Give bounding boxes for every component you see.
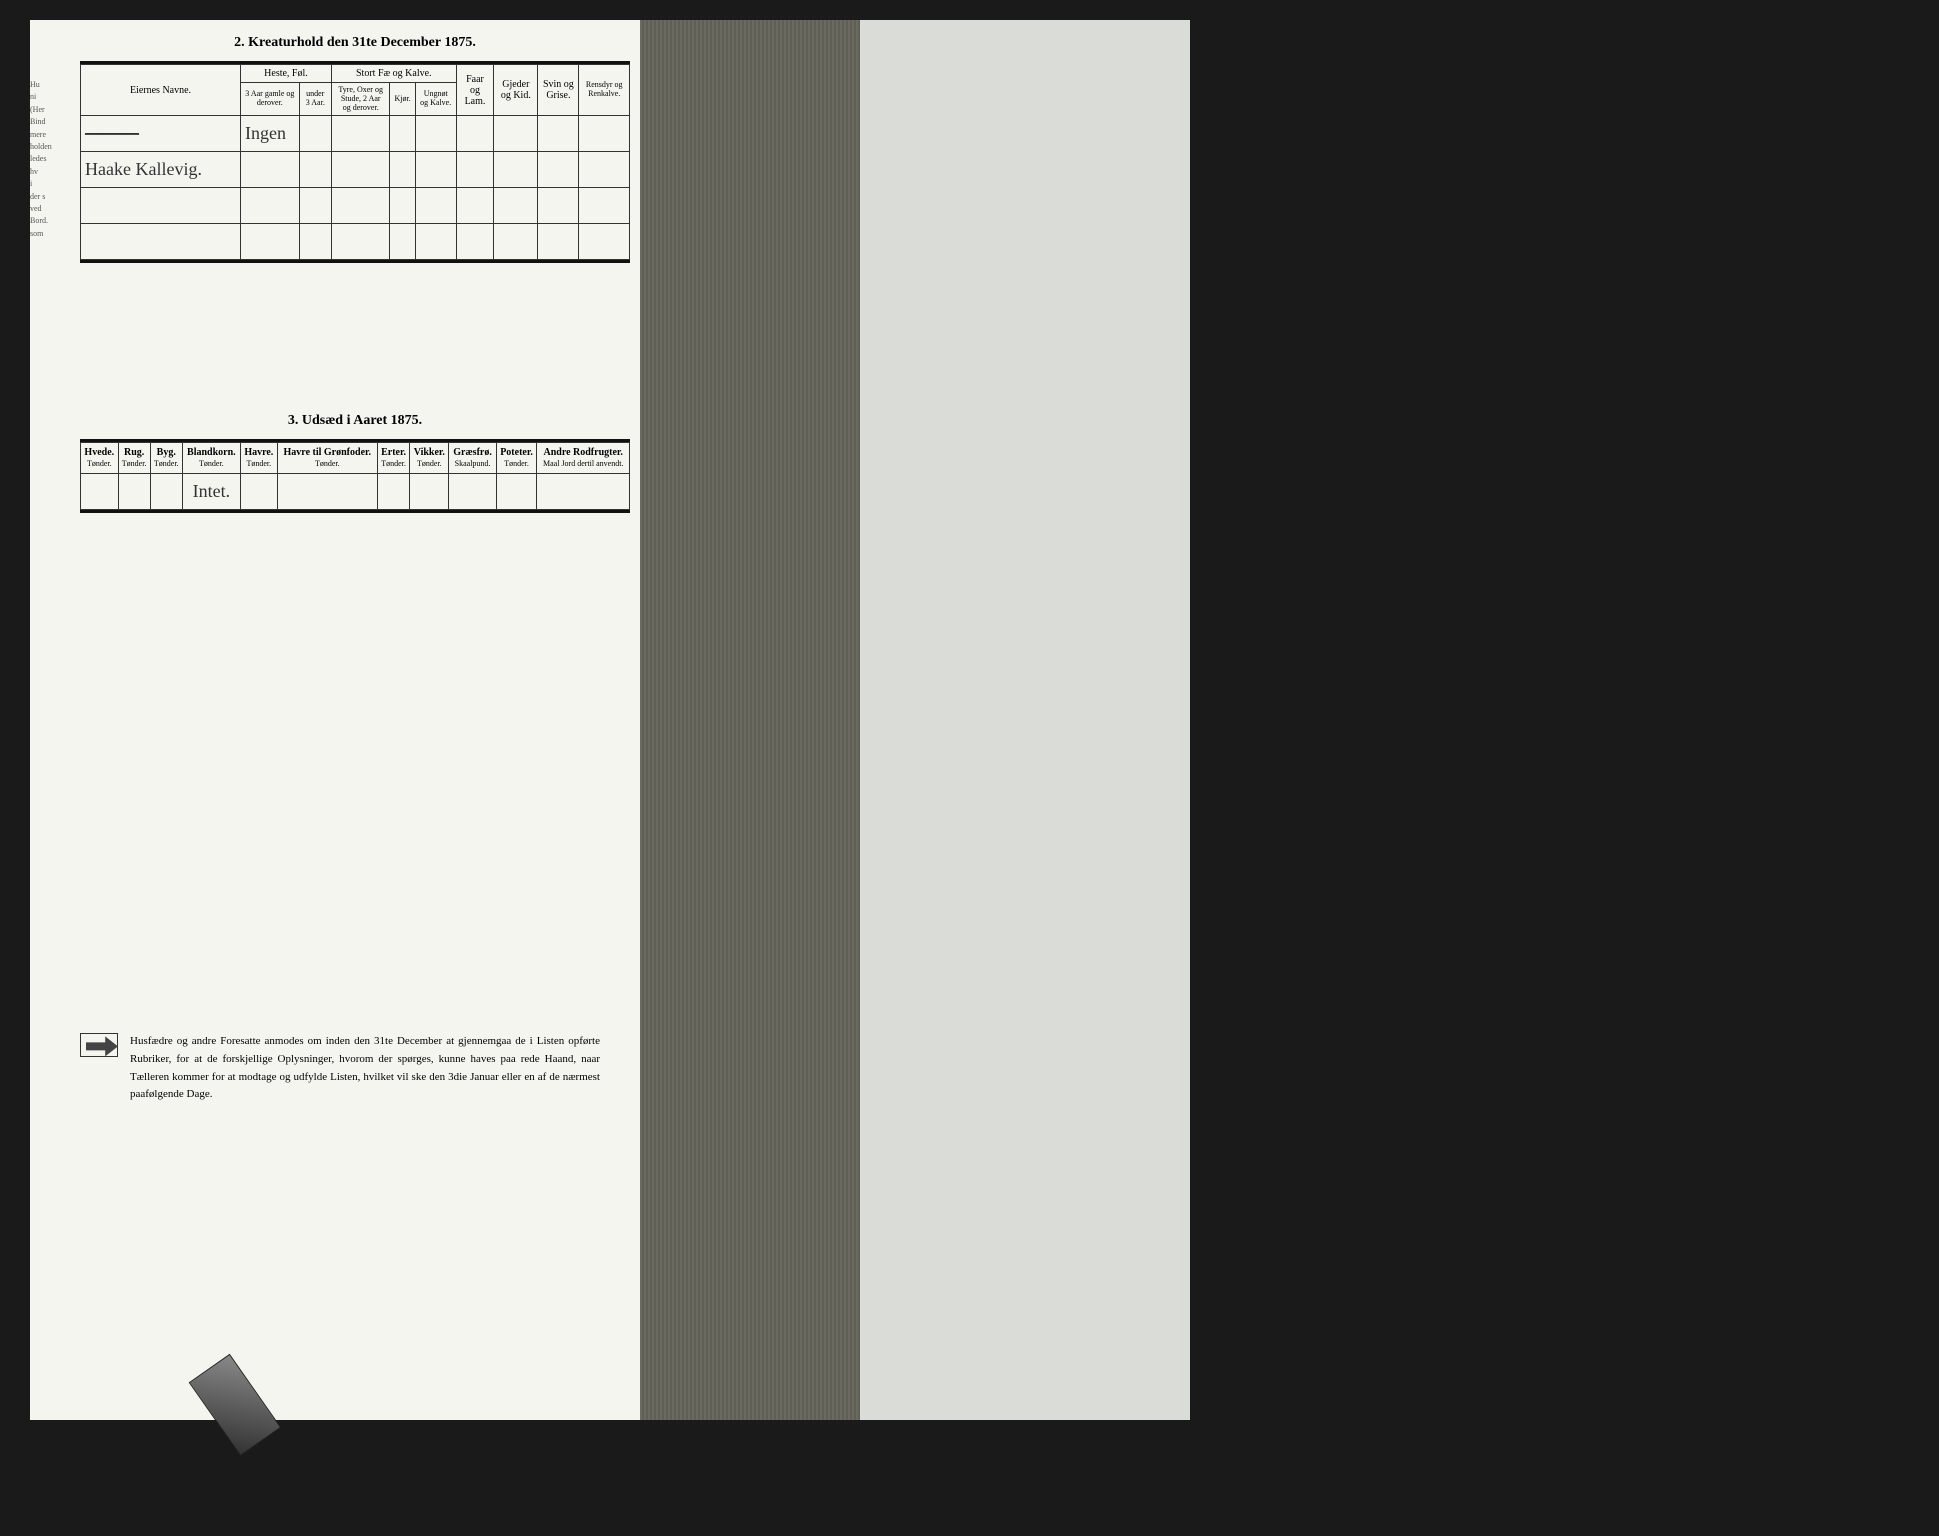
col-horses-under3: under 3 Aar. [299,83,331,116]
col-goats: Gjeder og Kid. [494,65,538,116]
left-page: Hu ni (Her Bind mere holden ledes hv i d… [30,20,640,1420]
col-cattle-young: Ungnøt og Kalve. [415,83,456,116]
footer-text: Husfædre og andre Foresatte anmodes om i… [130,1035,600,1100]
footer-instruction: Husfædre og andre Foresatte anmodes om i… [80,1033,630,1103]
marginal-text: ni [30,92,75,102]
pointing-hand-icon [80,1033,118,1057]
col-erter: Erter.Tønder. [377,443,409,474]
book-spine [640,20,860,1420]
col-byg: Byg.Tønder. [150,443,182,474]
col-cattle-bull2: Tyre, Oxer og Stude, 2 Aar og derover. [331,83,390,116]
table-row [81,188,630,224]
scan-container: Hu ni (Her Bind mere holden ledes hv i d… [30,20,1190,1420]
col-horses-3plus: 3 Aar gamle og derover. [241,83,300,116]
col-poteter: Poteter.Tønder. [496,443,537,474]
cell-value: Ingen [245,123,286,143]
col-andre-rodfrugter: Andre Rodfrugter.Maal Jord dertil anvend… [537,443,630,474]
right-blank-page [860,20,1190,1420]
cell-value: Intet. [193,481,231,501]
marginal-text: Bord. [30,216,75,226]
seed-table: Hvede.Tønder. Rug.Tønder. Byg.Tønder. Bl… [80,442,630,510]
section3-title: 3. Udsæd i Aaret 1875. [80,413,630,429]
col-vikker: Vikker.Tønder. [410,443,449,474]
col-reindeer: Rensdyr og Renkalve. [579,65,630,116]
left-margin-fragments: Hu ni (Her Bind mere holden ledes hv i d… [30,80,75,241]
marginal-text: i [30,179,75,189]
marginal-text: ved [30,204,75,214]
col-havre: Havre.Tønder. [240,443,277,474]
livestock-table: Eiernes Navne. Heste, Føl. Stort Fæ og K… [80,64,630,260]
col-graesfro: Græsfrø.Skaalpund. [449,443,496,474]
marginal-text: hv [30,167,75,177]
scan-weight-icon [189,1354,282,1456]
livestock-table-frame: Eiernes Navne. Heste, Føl. Stort Fæ og K… [80,61,630,263]
seed-header-row: Hvede.Tønder. Rug.Tønder. Byg.Tønder. Bl… [81,443,630,474]
col-hvede: Hvede.Tønder. [81,443,119,474]
col-blandkorn: Blandkorn.Tønder. [182,443,240,474]
col-owners: Eiernes Navne. [81,65,241,116]
marginal-text: holden [30,142,75,152]
col-sheep: Faar og Lam. [456,65,494,116]
marginal-text: Bind [30,117,75,127]
marginal-text: som [30,229,75,239]
section2-title: 2. Kreaturhold den 31te December 1875. [80,35,630,51]
col-cattle-cows: Kjør. [390,83,415,116]
owner-name-struck: ——— [85,123,139,143]
col-pigs: Svin og Grise. [538,65,579,116]
table-row: Haake Kallevig. [81,152,630,188]
marginal-text: mere [30,130,75,140]
marginal-text: Hu [30,80,75,90]
table-row: Intet. [81,474,630,510]
seed-table-frame: Hvede.Tønder. Rug.Tønder. Byg.Tønder. Bl… [80,439,630,513]
col-havre-gronfoder: Havre til Grønfoder.Tønder. [277,443,377,474]
marginal-text: (Her [30,105,75,115]
owner-name: Haake Kallevig. [85,159,202,179]
table-row [81,224,630,260]
col-rug: Rug.Tønder. [118,443,150,474]
col-cattle-group: Stort Fæ og Kalve. [331,65,456,83]
marginal-text: ledes [30,154,75,164]
col-horses-group: Heste, Føl. [241,65,332,83]
table-row: ——— Ingen [81,116,630,152]
marginal-text: der s [30,192,75,202]
